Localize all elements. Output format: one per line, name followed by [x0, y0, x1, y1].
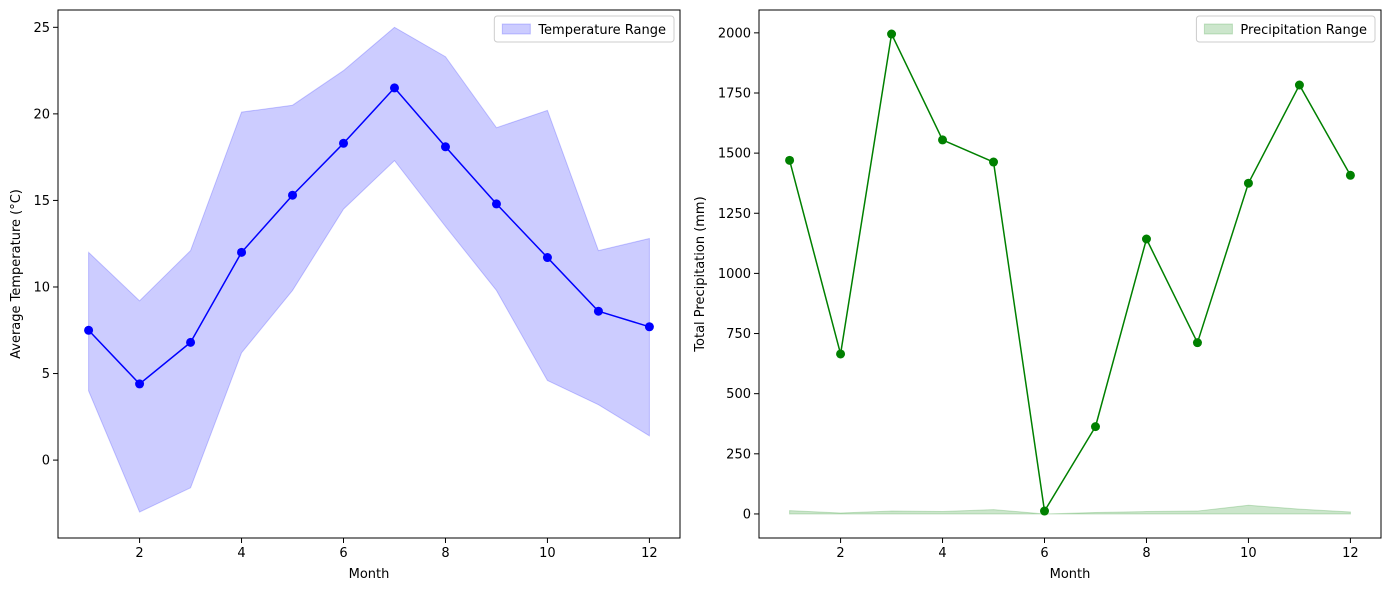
data-point [542, 253, 552, 263]
axes-frame [758, 9, 1382, 539]
x-tick-label: 4 [237, 546, 245, 561]
data-point [1345, 170, 1355, 180]
y-tick-label: 20 [33, 107, 50, 122]
legend-label: Precipitation Range [1240, 23, 1367, 38]
series-line [788, 33, 1352, 512]
data-point [938, 135, 948, 145]
data-point [836, 349, 846, 359]
data-point [887, 29, 897, 39]
x-tick-label: 12 [1342, 546, 1359, 561]
y-tick-label: 500 [726, 387, 751, 402]
y-tick-label: 2000 [718, 26, 751, 41]
data-point [1192, 338, 1202, 348]
data-point [339, 138, 349, 148]
range-band [789, 504, 1351, 515]
data-point [1141, 234, 1151, 244]
data-point [237, 247, 247, 257]
y-axis-label: Average Temperature (°C) [9, 189, 24, 359]
x-tick-label: 4 [938, 546, 946, 561]
y-tick-label: 10 [33, 280, 50, 295]
data-point [1090, 422, 1100, 432]
x-tick-label: 10 [539, 546, 556, 561]
precipitation-chart: 2 4 6 8 10 12 0 250 500 750 1000 1250 1500 1750 2000 Mo… [693, 9, 1382, 582]
data-point [491, 199, 501, 209]
data-point [644, 322, 654, 332]
axes-frame [57, 9, 681, 539]
data-point [135, 379, 145, 389]
x-tick-label: 8 [441, 546, 449, 561]
x-axis-label: Month [1050, 567, 1091, 582]
data-point [785, 155, 795, 165]
legend: Precipitation Range [1195, 15, 1376, 43]
x-tick-label: 12 [641, 546, 658, 561]
legend-swatch [1203, 23, 1233, 35]
y-tick-label: 25 [33, 21, 50, 36]
data-point [1243, 178, 1253, 188]
x-tick-label: 6 [339, 546, 347, 561]
y-tick-label: 1000 [718, 267, 751, 282]
data-point [440, 142, 450, 152]
data-point [288, 190, 298, 200]
x-tick-label: 6 [1040, 546, 1048, 561]
legend-frame [1195, 15, 1376, 43]
legend-swatch [501, 23, 531, 35]
temperature-chart: 2 4 6 8 10 12 0 5 10 15 20 25 Month Average Temperatu… [9, 9, 681, 582]
y-tick-label: 0 [42, 454, 50, 469]
data-point [989, 157, 999, 167]
y-tick-label: 0 [743, 507, 751, 522]
y-axis-label: Total Precipitation (mm) [693, 196, 708, 352]
y-tick-label: 15 [33, 194, 50, 209]
data-point [1294, 80, 1304, 90]
series-line [88, 87, 650, 385]
y-tick-label: 1750 [718, 86, 751, 101]
data-point [84, 325, 94, 335]
y-tick-label: 5 [42, 367, 50, 382]
x-tick-label: 8 [1142, 546, 1150, 561]
data-point [186, 337, 196, 347]
legend-label: Temperature Range [537, 23, 666, 38]
data-point [1040, 506, 1050, 516]
y-tick-label: 750 [726, 327, 751, 342]
y-tick-label: 1500 [718, 147, 751, 162]
x-axis-label: Month [349, 567, 390, 582]
x-tick-label: 2 [836, 546, 844, 561]
range-band [88, 26, 650, 513]
data-point [389, 83, 399, 93]
legend-frame [493, 15, 675, 43]
legend: Temperature Range [493, 15, 675, 43]
data-point [593, 306, 603, 316]
y-tick-label: 1250 [718, 207, 751, 222]
y-tick-label: 250 [726, 447, 751, 462]
x-tick-label: 10 [1240, 546, 1257, 561]
x-tick-label: 2 [135, 546, 143, 561]
